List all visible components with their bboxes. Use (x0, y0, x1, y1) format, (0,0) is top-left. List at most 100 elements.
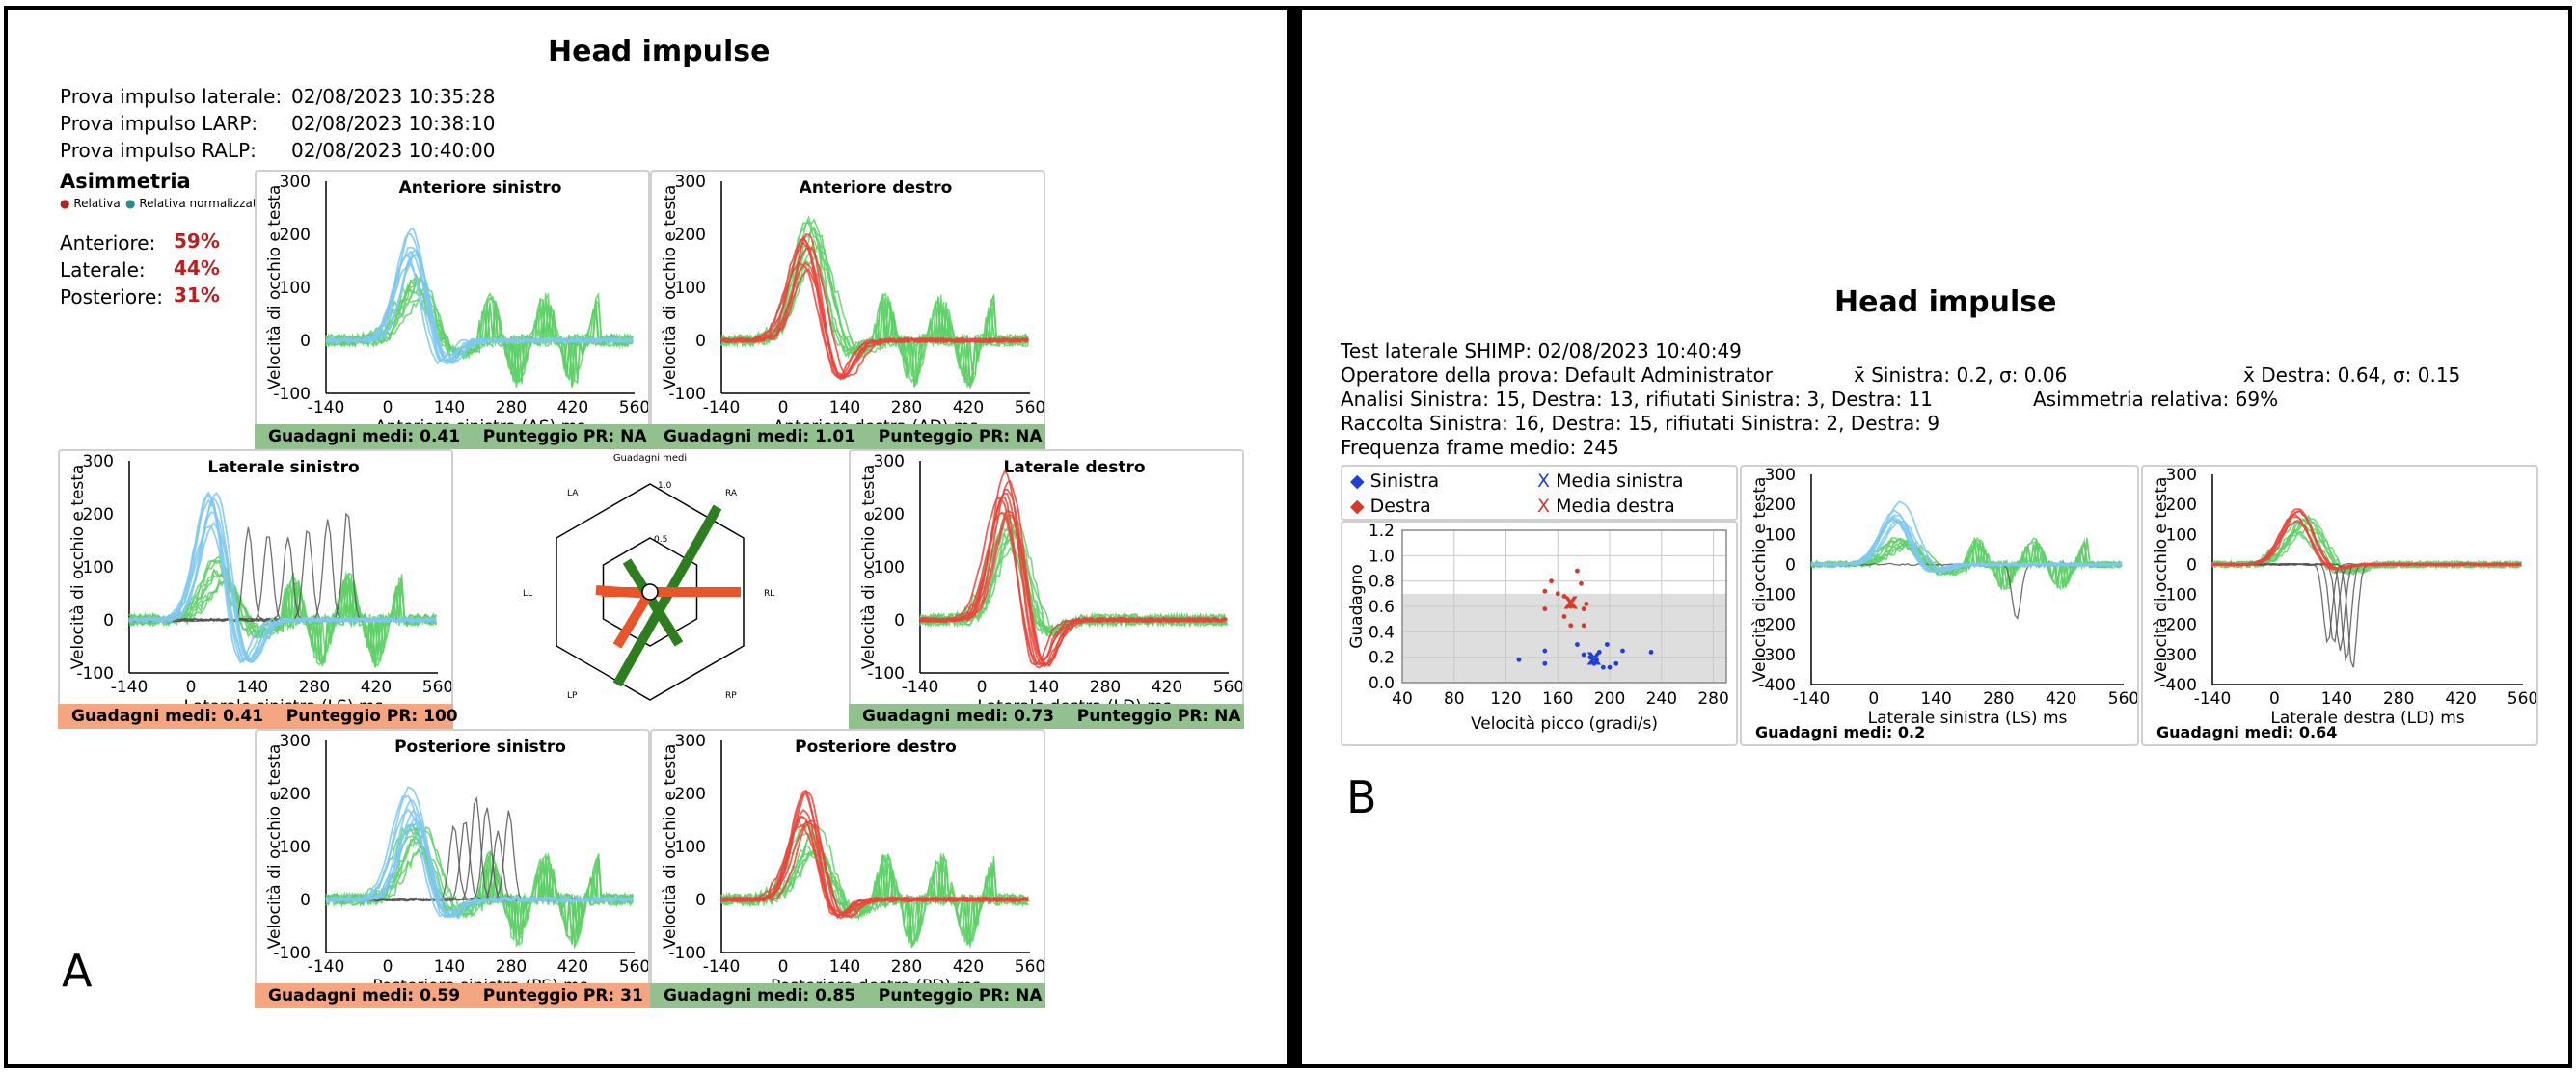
head-trace (720, 246, 1029, 389)
footer-ld: Guadagni medi: 0.73 Punteggio PR: NA (849, 704, 1244, 729)
y-tick-label: 0.2 (1369, 649, 1395, 668)
plot-posteriore-destro-box: Posteriore destro 300 200 100 0 -100 -140 0 140 2… (650, 729, 1045, 1008)
right-gain-point (1575, 568, 1580, 574)
x-tick-label: 40 (1392, 689, 1413, 709)
plot-area-border (1401, 529, 1727, 684)
right-gain-point (1581, 606, 1586, 612)
x-tick-label: 280 (1697, 689, 1728, 709)
y-axis-label: Velocità di occhio e testa (265, 744, 285, 950)
canal-label: LA (567, 489, 579, 498)
head-trace (720, 226, 1029, 381)
y-tick-label: -100 (273, 385, 311, 404)
cross-icon: X (1537, 470, 1551, 492)
head-trace (720, 215, 1029, 390)
x-tick-label: 140 (829, 957, 860, 977)
x-tick-label: -140 (111, 678, 149, 697)
x-tick-label: 0 (977, 678, 988, 697)
left-gain-point (1542, 648, 1548, 654)
y-tick-label: 100 (280, 279, 311, 298)
chart-title: Laterale destro (1003, 458, 1145, 477)
x-tick-label: 0 (2269, 689, 2280, 709)
chart-svg: 300 200 100 0 -100 -200 -300 -400-140 0 140 280 420… (1750, 467, 2137, 728)
x-tick-label: 420 (2046, 689, 2076, 709)
x-tick-label: 420 (557, 957, 588, 977)
x-axis-label: Laterale destra (LD) ms (2270, 709, 2464, 728)
plot-laterale-destro-box: Laterale destro 300 200 100 0 -100 -140 0 140 280… (849, 449, 1244, 729)
right-gain-point (1568, 623, 1574, 629)
eye-trace (325, 246, 634, 364)
plot-anteriore-destro-box: Anteriore destro 300 200 100 0 -100 -140 0 140 28… (650, 170, 1045, 449)
right-gain-point (1584, 601, 1589, 606)
chart-svg: Laterale destro 300 200 100 0 -100-140 0 140 280… (859, 452, 1242, 716)
x-tick-label: -140 (1793, 689, 1830, 709)
x-tick-label: 560 (1213, 678, 1242, 697)
head-trace (325, 822, 634, 951)
right-gain-point (1561, 614, 1567, 619)
y-tick-label: 200 (874, 505, 905, 524)
b-line-test: Test laterale SHIMP: 02/08/2023 10:40:49 (1341, 339, 1742, 362)
x-tick-label: 120 (1490, 689, 1521, 709)
hex-inner (602, 537, 698, 647)
y-tick-label: 200 (675, 226, 706, 245)
chart-svg: 1.2 1.0 0.8 0.6 0.4 0.2 0.040 80 120 160 200 240 280… (1347, 523, 1729, 734)
footer-as: Guadagni medi: 0.41 Punteggio PR: NA (255, 424, 650, 449)
y-tick-label: -200 (2159, 616, 2197, 635)
x-tick-label: 280 (1983, 689, 2014, 709)
x-tick-label: 420 (1152, 678, 1182, 697)
eye-trace (919, 479, 1228, 666)
saccade-trace (2211, 562, 2522, 652)
y-tick-label: 0 (2186, 555, 2197, 575)
x-tick-label: 560 (619, 398, 648, 417)
x-tick-label: -140 (703, 957, 741, 977)
x-tick-label: 560 (619, 957, 648, 977)
left-gain-point (1594, 657, 1599, 662)
x-tick-label: 240 (1646, 689, 1677, 709)
panel-divider (1287, 6, 1302, 1068)
x-tick-label: 200 (1594, 689, 1625, 709)
y-tick-label: -400 (1758, 676, 1796, 695)
x-tick-label: 280 (496, 398, 527, 417)
canal-label: LP (567, 691, 578, 701)
scale-label: 1.0 (658, 481, 672, 491)
y-tick-label: -100 (273, 944, 311, 963)
y-tick-label: 100 (675, 838, 706, 857)
eye-trace (1810, 520, 2123, 573)
b-line-collection: Raccolta Sinistra: 16, Destra: 15, rifiu… (1341, 412, 1940, 435)
head-trace (325, 826, 634, 945)
eye-trace (325, 252, 634, 363)
test-ralp-date: 02/08/2023 10:40:00 (291, 139, 496, 162)
asym-posterior-value: 31% (174, 283, 220, 307)
y-tick-label: 100 (675, 279, 706, 298)
left-gain-point (1516, 657, 1522, 662)
eye-trace (128, 511, 437, 664)
y-axis-label: Velocità di occhio e testa (859, 465, 879, 670)
x-tick-label: -140 (308, 398, 345, 417)
x-tick-label: 80 (1444, 689, 1465, 709)
x-tick-label: 420 (953, 957, 984, 977)
canal-label: LL (523, 589, 532, 599)
right-mean-marker: x (1563, 588, 1579, 615)
asymmetry-legend-relative: ● Relativa (60, 197, 121, 210)
x-tick-label: 140 (237, 678, 268, 697)
eye-trace (720, 235, 1029, 378)
y-tick-label: 300 (2166, 467, 2197, 485)
eye-trace (720, 260, 1029, 381)
y-tick-label: 1.2 (1369, 523, 1395, 541)
x-axis-label: Laterale sinistra (LS) ms (1868, 709, 2068, 728)
y-axis-label: Velocità di occhio e testa (661, 185, 680, 390)
scale-label: 0.5 (654, 535, 667, 545)
y-tick-label: 300 (675, 732, 706, 751)
chart-title: Anteriore destro (800, 178, 953, 198)
y-tick-label: 0.6 (1369, 598, 1395, 617)
eye-trace (128, 521, 437, 663)
eye-trace (128, 497, 437, 661)
y-axis-label: Velocità di occhio e testa (265, 185, 285, 390)
x-tick-label: 560 (1015, 957, 1044, 977)
y-tick-label: 0 (300, 891, 311, 910)
asym-lateral-value: 44% (174, 256, 220, 280)
legend-right: ◆ Destra (1350, 496, 1431, 517)
chart-svg: Laterale sinistro 300 200 100 0 -100-140 0 140 2… (68, 452, 451, 716)
eye-trace (919, 513, 1228, 668)
x-tick-label: 140 (434, 957, 465, 977)
chart-svg: Anteriore destro 300 200 100 0 -100-140 0 140 28… (661, 173, 1044, 437)
